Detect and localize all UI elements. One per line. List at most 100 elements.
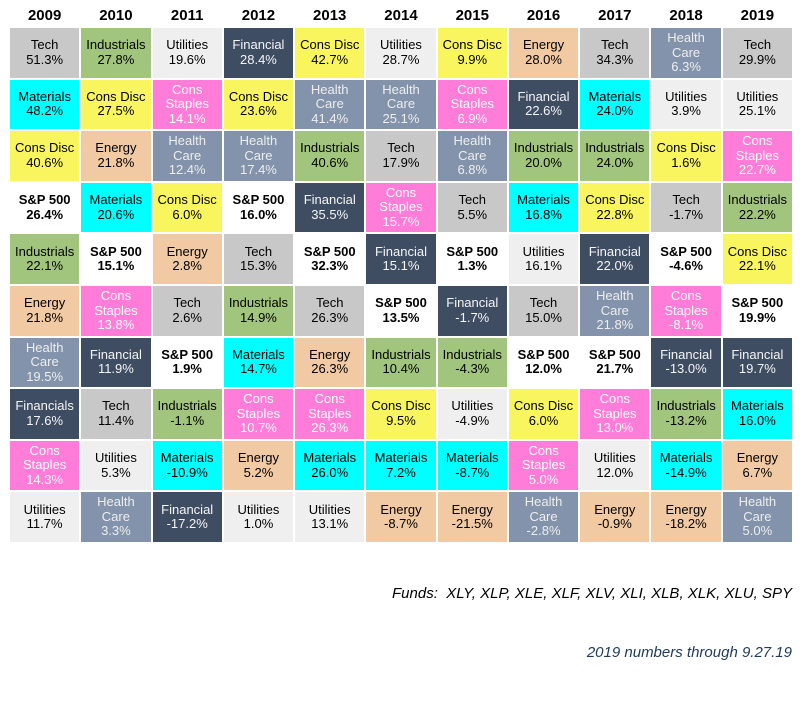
quilt-cell-tech: Tech 2.6%	[152, 285, 222, 336]
quilt-cell-materials: Materials 16.8%	[508, 182, 579, 233]
sector-label: Financial	[517, 88, 570, 104]
return-value: 14.3%	[26, 471, 64, 487]
return-value: -1.7%	[455, 309, 490, 325]
return-value: 13.0%	[596, 420, 634, 436]
return-value: -4.3%	[455, 361, 490, 377]
quilt-cell-health_care: Health Care 3.3%	[81, 492, 151, 542]
quilt-cell-financial: Financial -13.0%	[651, 337, 721, 388]
quilt-cell-health_care: Health Care -2.8%	[508, 492, 579, 542]
quilt-cell-utilities: Utilities 13.1%	[295, 492, 365, 542]
return-value: 3.9%	[671, 103, 701, 119]
return-value: 27.8%	[97, 51, 135, 67]
return-value: 22.1%	[26, 258, 64, 274]
sector-label: Tech	[315, 295, 344, 311]
return-value: 1.6%	[671, 154, 701, 170]
return-value: 24.0%	[596, 154, 634, 170]
quilt-cell-financial: Financial -17.2%	[152, 492, 222, 542]
return-value: 13.1%	[311, 516, 349, 532]
return-value: -8.1%	[669, 317, 704, 333]
return-value: 19.5%	[26, 368, 64, 384]
quilt-cell-utilities: Utilities 5.3%	[81, 440, 151, 491]
return-value: 12.4%	[168, 162, 206, 178]
sector-label: Health Care	[239, 133, 278, 163]
sector-label: Financial	[660, 346, 713, 362]
quilt-cell-sp500: S&P 500 15.1%	[81, 234, 151, 284]
quilt-cell-industrials: Industrials -13.2%	[651, 389, 721, 439]
return-value: 15.7%	[382, 213, 420, 229]
quilt-cell-sp500: S&P 500 21.7%	[580, 337, 650, 388]
return-value: 6.0%	[528, 412, 559, 428]
quilt-cell-cons_disc: Cons Disc 27.5%	[81, 79, 151, 130]
sector-label: Materials	[445, 450, 499, 466]
sector-label: S&P 500	[660, 243, 712, 259]
sector-label: Energy	[24, 295, 66, 311]
sector-label: Industrials	[585, 140, 645, 156]
quilt-cell-cons_disc: Cons Disc 6.0%	[508, 389, 579, 439]
sector-label: Cons Disc	[585, 192, 645, 208]
return-value: 40.6%	[26, 154, 64, 170]
return-value: -13.2%	[665, 412, 707, 428]
return-value: 5.5%	[457, 206, 488, 222]
return-value: 26.4%	[26, 206, 64, 222]
return-value: 12.0%	[596, 464, 634, 480]
quilt-cell-sp500: S&P 500 1.9%	[152, 337, 222, 388]
return-value: 16.1%	[525, 258, 562, 274]
sector-label: Materials	[18, 88, 71, 104]
quilt-cell-tech: Tech 17.9%	[366, 131, 436, 181]
quilt-cell-sp500: S&P 500 1.3%	[437, 234, 507, 284]
quilt-cell-materials: Materials 16.0%	[722, 389, 792, 439]
quilt-cell-materials: Materials -8.7%	[437, 440, 507, 491]
sector-label: S&P 500	[375, 295, 427, 311]
quilt-cell-financial: Financial 35.5%	[295, 182, 365, 233]
sector-label: Cons Disc	[513, 398, 574, 414]
return-value: 6.8%	[457, 162, 488, 178]
return-value: 22.2%	[738, 206, 776, 222]
return-value: 28.0%	[525, 51, 562, 67]
return-value: -13.0%	[665, 361, 707, 377]
quilt-cell-tech: Tech 34.3%	[580, 28, 650, 78]
return-value: 19.6%	[168, 51, 206, 67]
sector-label: Financial	[89, 346, 142, 362]
quilt-cell-cons_staples: Cons Staples 10.7%	[223, 389, 294, 439]
return-value: 9.9%	[457, 51, 488, 67]
quilt-cell-utilities: Utilities -4.9%	[437, 389, 507, 439]
return-value: 21.8%	[596, 317, 634, 333]
sector-label: Cons Staples	[664, 287, 708, 318]
sector-label: Health Care	[310, 81, 349, 112]
quilt-cell-tech: Tech 11.4%	[81, 389, 151, 439]
return-value: 35.5%	[311, 206, 349, 222]
return-value: 2.8%	[172, 258, 202, 274]
quilt-cell-sp500: S&P 500 13.5%	[366, 285, 436, 336]
return-value: 2.6%	[172, 309, 202, 325]
sector-label: Financial	[446, 295, 499, 311]
sector-label: Industrials	[371, 346, 431, 362]
sector-label: Energy	[166, 243, 208, 259]
return-value: -10.9%	[166, 464, 208, 480]
quilt-cell-industrials: Industrials -4.3%	[437, 337, 507, 388]
quilt-cell-cons_staples: Cons Staples 13.0%	[580, 389, 650, 439]
sector-label: S&P 500	[731, 295, 784, 311]
return-value: 3.3%	[101, 523, 131, 539]
quilt-cell-tech: Tech 26.3%	[295, 285, 365, 336]
return-value: 17.4%	[240, 162, 277, 178]
sector-label: Cons Staples	[379, 184, 423, 215]
year-header: 2015	[455, 7, 489, 24]
quilt-cell-utilities: Utilities 19.6%	[152, 28, 222, 78]
return-value: 16.0%	[240, 206, 277, 222]
return-value: 14.9%	[240, 309, 277, 325]
sector-label: Utilities	[593, 450, 636, 466]
quilt-cell-energy: Energy 5.2%	[223, 440, 294, 491]
quilt-cell-cons_disc: Cons Disc 22.1%	[722, 234, 792, 284]
return-value: 13.8%	[97, 317, 135, 333]
sector-label: Energy	[380, 501, 422, 517]
quilt-cell-industrials: Industrials 40.6%	[295, 131, 365, 181]
return-value: 22.1%	[738, 258, 776, 274]
return-value: 13.5%	[382, 309, 420, 325]
return-value: 28.4%	[240, 51, 277, 67]
quilt-cell-cons_disc: Cons Disc 9.5%	[366, 389, 436, 439]
quilt-cell-cons_disc: Cons Disc 9.9%	[437, 28, 507, 78]
quilt-cell-utilities: Utilities 12.0%	[580, 440, 650, 491]
sector-label: Utilities	[380, 37, 422, 53]
return-value: 9.5%	[386, 412, 416, 428]
quilt-cell-energy: Energy 21.8%	[10, 285, 80, 336]
